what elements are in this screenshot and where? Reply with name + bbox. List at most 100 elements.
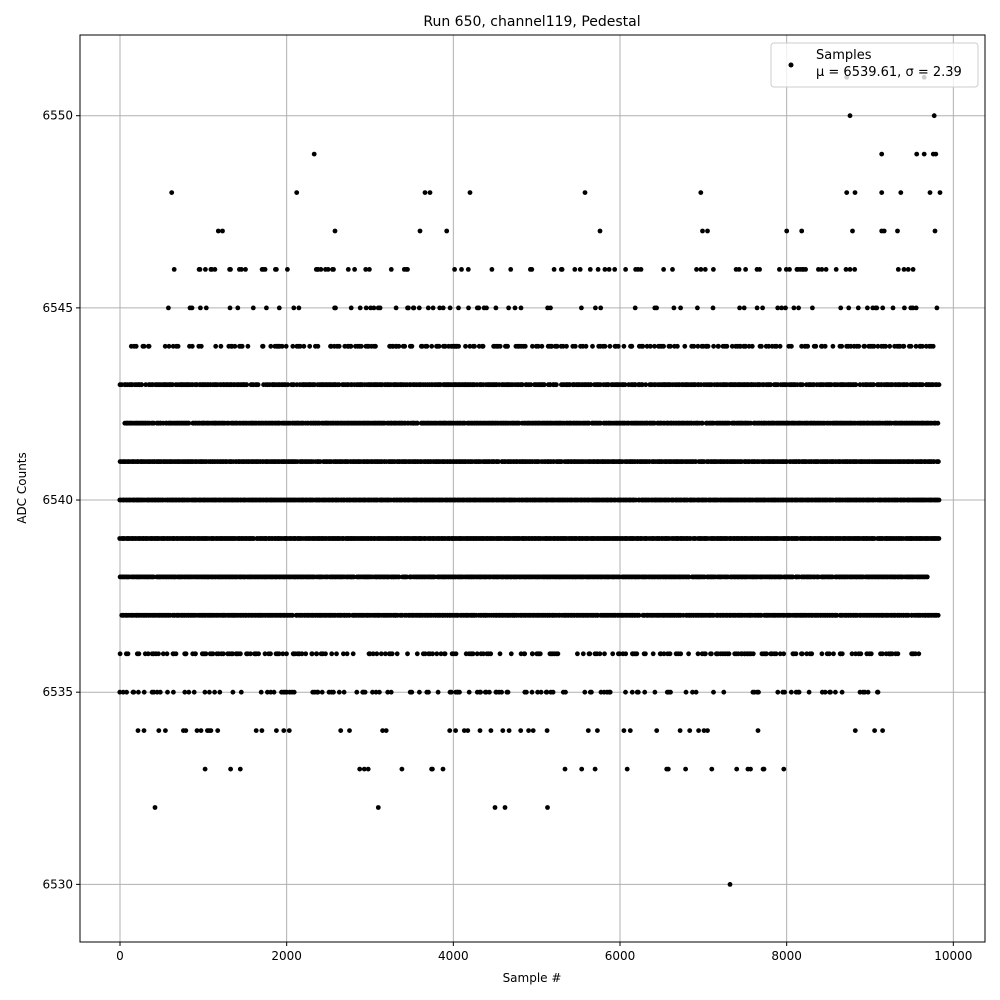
data-point [580,651,586,657]
data-point [344,651,350,657]
data-point [686,651,691,657]
data-point [805,343,811,349]
data-point [575,651,580,657]
data-point [488,651,494,657]
data-point [667,651,673,657]
data-point [218,343,224,349]
data-point [139,382,145,388]
data-point [522,651,528,657]
data-point [146,343,152,349]
data-point [777,343,783,349]
data-point [668,343,673,349]
data-point [348,343,354,349]
data-point [887,343,893,349]
data-point [505,343,510,349]
data-point [290,612,295,618]
data-point [901,343,907,349]
data-point [930,343,936,349]
data-point [402,343,408,349]
data-point [238,651,243,657]
data-point [166,343,172,349]
data-point [822,343,828,349]
data-point [480,343,486,349]
data-point [430,651,435,657]
data-point [924,574,930,580]
data-point [883,343,888,349]
data-point [175,343,181,349]
data-point [749,343,755,349]
data-point [640,343,646,349]
data-point [424,343,430,349]
data-point [643,651,648,657]
data-point [789,343,794,349]
data-point [813,343,819,349]
data-point [456,343,461,349]
data-point [856,343,862,349]
data-point [193,651,198,657]
data-point [414,651,420,657]
data-point [610,651,616,657]
data-point [759,343,764,349]
data-point [373,343,378,349]
data-point [374,651,380,657]
data-point [862,343,868,349]
data-point [415,420,420,426]
data-point [336,343,342,349]
data-point [396,574,402,580]
data-point [496,459,501,464]
data-point [621,343,627,349]
data-point [309,651,315,657]
data-point [530,651,535,657]
data-point [607,343,613,349]
data-point [394,651,400,657]
data-point [587,651,593,657]
data-point [839,343,845,349]
data-point [232,343,238,349]
data-point [936,382,942,388]
data-point [695,651,701,657]
data-point [724,343,730,349]
data-point [602,651,607,657]
data-point [590,343,595,349]
data-point [239,343,245,349]
data-point [436,343,442,349]
data-point [329,651,335,657]
data-point [396,343,402,349]
data-point [358,343,364,349]
data-point [434,651,440,657]
data-point [678,651,684,657]
data-point [173,651,179,657]
data-point [405,651,410,657]
data-point [183,651,189,657]
data-point [442,651,448,657]
data-point [508,651,514,657]
data-point [629,343,635,349]
data-point [497,651,503,657]
data-point [703,651,708,657]
data-point [623,651,629,657]
data-point [537,651,543,657]
data-point [716,343,721,349]
data-point [497,343,503,349]
data-point [303,651,309,657]
data-point [936,459,941,464]
data-point [522,343,528,349]
data-point [908,343,914,349]
data-point [661,343,666,349]
data-point [615,343,621,349]
data-point [853,382,859,388]
data-point [260,343,266,349]
data-point [572,343,578,349]
data-point [648,343,653,349]
data-point [764,651,769,657]
data-point [125,651,131,657]
data-point [705,343,711,349]
data-point [198,343,204,349]
data-point [334,651,339,657]
data-point [268,343,274,349]
data-point [555,651,561,657]
data-point [830,343,836,349]
data-point [682,343,688,349]
data-point [221,651,226,657]
data-point [709,651,714,657]
